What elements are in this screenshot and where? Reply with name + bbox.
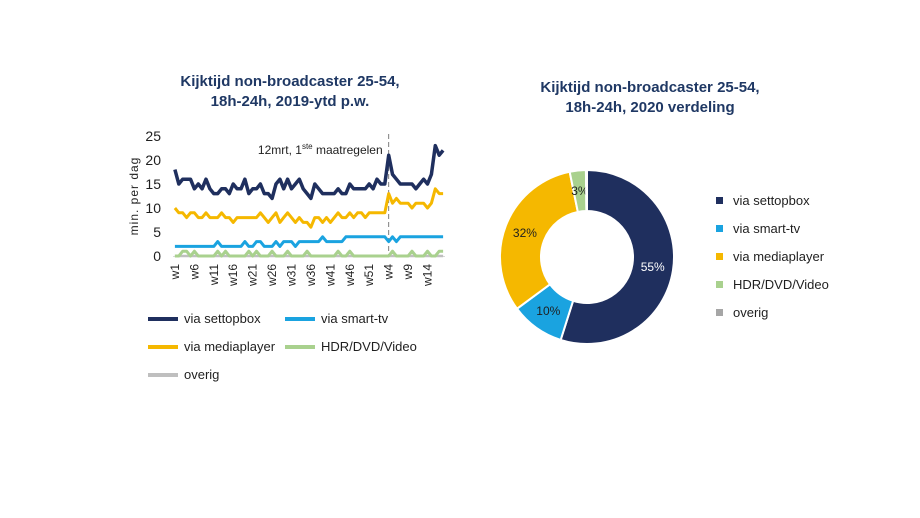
legend-item: via smart-tv bbox=[716, 221, 800, 236]
legend-item: via settopbox bbox=[148, 311, 261, 326]
legend-swatch bbox=[285, 344, 315, 349]
donut-slice-via-settopbox bbox=[559, 168, 675, 345]
annotation-label: 12mrt, 1ste maatregelen bbox=[258, 142, 383, 157]
legend-label: via smart-tv bbox=[733, 221, 801, 236]
legend-swatch bbox=[716, 197, 723, 204]
legend-label: overig bbox=[733, 305, 769, 320]
donut-data-label: 10% bbox=[536, 304, 560, 318]
x-tick-label: w41 bbox=[323, 264, 337, 287]
series-line-via-mediaplayer bbox=[173, 187, 444, 229]
legend-swatch bbox=[716, 225, 723, 232]
x-tick-label: w1 bbox=[168, 264, 182, 281]
x-tick-label: w4 bbox=[382, 264, 396, 281]
x-tick-label: w26 bbox=[265, 264, 279, 287]
x-tick-label: w14 bbox=[421, 264, 435, 287]
legend-label: via mediaplayer bbox=[184, 339, 276, 354]
x-tick-label: w16 bbox=[226, 264, 240, 287]
x-tick-label: w46 bbox=[343, 264, 357, 287]
legend-item: overig bbox=[716, 305, 768, 320]
legend-label: overig bbox=[184, 367, 220, 382]
series-line-hdr-dvd-video bbox=[174, 249, 444, 258]
x-tick-label: w6 bbox=[187, 264, 201, 281]
donut-slice-overig bbox=[584, 168, 588, 213]
legend-swatch bbox=[148, 316, 178, 321]
legend-label: HDR/DVD/Video bbox=[733, 277, 829, 292]
line-chart-title: Kijktijd non-broadcaster 25-54, 18h-24h,… bbox=[180, 73, 400, 110]
legend-swatch bbox=[148, 344, 178, 349]
legend-swatch bbox=[716, 253, 723, 260]
y-axis-label: min. per dag bbox=[127, 157, 141, 236]
legend-swatch bbox=[285, 316, 315, 321]
x-tick-label: w11 bbox=[207, 264, 221, 286]
legend-label: via settopbox bbox=[733, 193, 810, 208]
legend-item: via mediaplayer bbox=[716, 249, 824, 264]
donut-slice-via-smart-tv bbox=[515, 282, 575, 342]
y-tick-label: 0 bbox=[153, 248, 161, 264]
legend-label: via smart-tv bbox=[321, 311, 389, 326]
donut-data-label: 3% bbox=[571, 184, 589, 198]
x-tick-label: w21 bbox=[246, 264, 260, 287]
series-line-via-settopbox bbox=[173, 143, 445, 201]
legend-label: HDR/DVD/Video bbox=[321, 339, 417, 354]
y-tick-label: 25 bbox=[145, 128, 161, 144]
y-tick-label: 15 bbox=[145, 176, 161, 192]
donut-chart-title: Kijktijd non-broadcaster 25-54, 18h-24h,… bbox=[540, 79, 760, 116]
legend-item: via settopbox bbox=[716, 193, 810, 208]
legend-label: via settopbox bbox=[184, 311, 261, 326]
x-tick-label: w31 bbox=[285, 264, 299, 287]
legend-swatch bbox=[716, 309, 723, 316]
legend-item: HDR/DVD/Video bbox=[716, 277, 829, 292]
donut-slice-via-mediaplayer bbox=[499, 170, 580, 311]
legend-swatch bbox=[148, 372, 178, 377]
legend-swatch bbox=[716, 281, 723, 288]
legend-item: via mediaplayer bbox=[148, 339, 275, 354]
y-tick-label: 5 bbox=[153, 224, 161, 240]
x-tick-label: w36 bbox=[304, 264, 318, 287]
series-line-via-smart-tv bbox=[174, 235, 444, 248]
donut-data-label: 32% bbox=[513, 226, 537, 240]
y-tick-label: 10 bbox=[145, 200, 161, 216]
legend-item: overig bbox=[148, 367, 219, 382]
x-tick-label: w9 bbox=[401, 264, 415, 281]
x-tick-label: w51 bbox=[362, 264, 376, 287]
line-chart: 25 20 15 10 5 0 min. per dag w1 w6 w11 w16 w21 w26 w3… bbox=[127, 128, 445, 287]
y-tick-label: 20 bbox=[145, 152, 161, 168]
legend-item: HDR/DVD/Video bbox=[285, 339, 417, 354]
donut-slice-hdr-dvd-video bbox=[568, 168, 588, 214]
legend-item: via smart-tv bbox=[285, 311, 388, 326]
donut-data-label: 55% bbox=[641, 260, 665, 274]
legend-label: via mediaplayer bbox=[733, 249, 825, 264]
